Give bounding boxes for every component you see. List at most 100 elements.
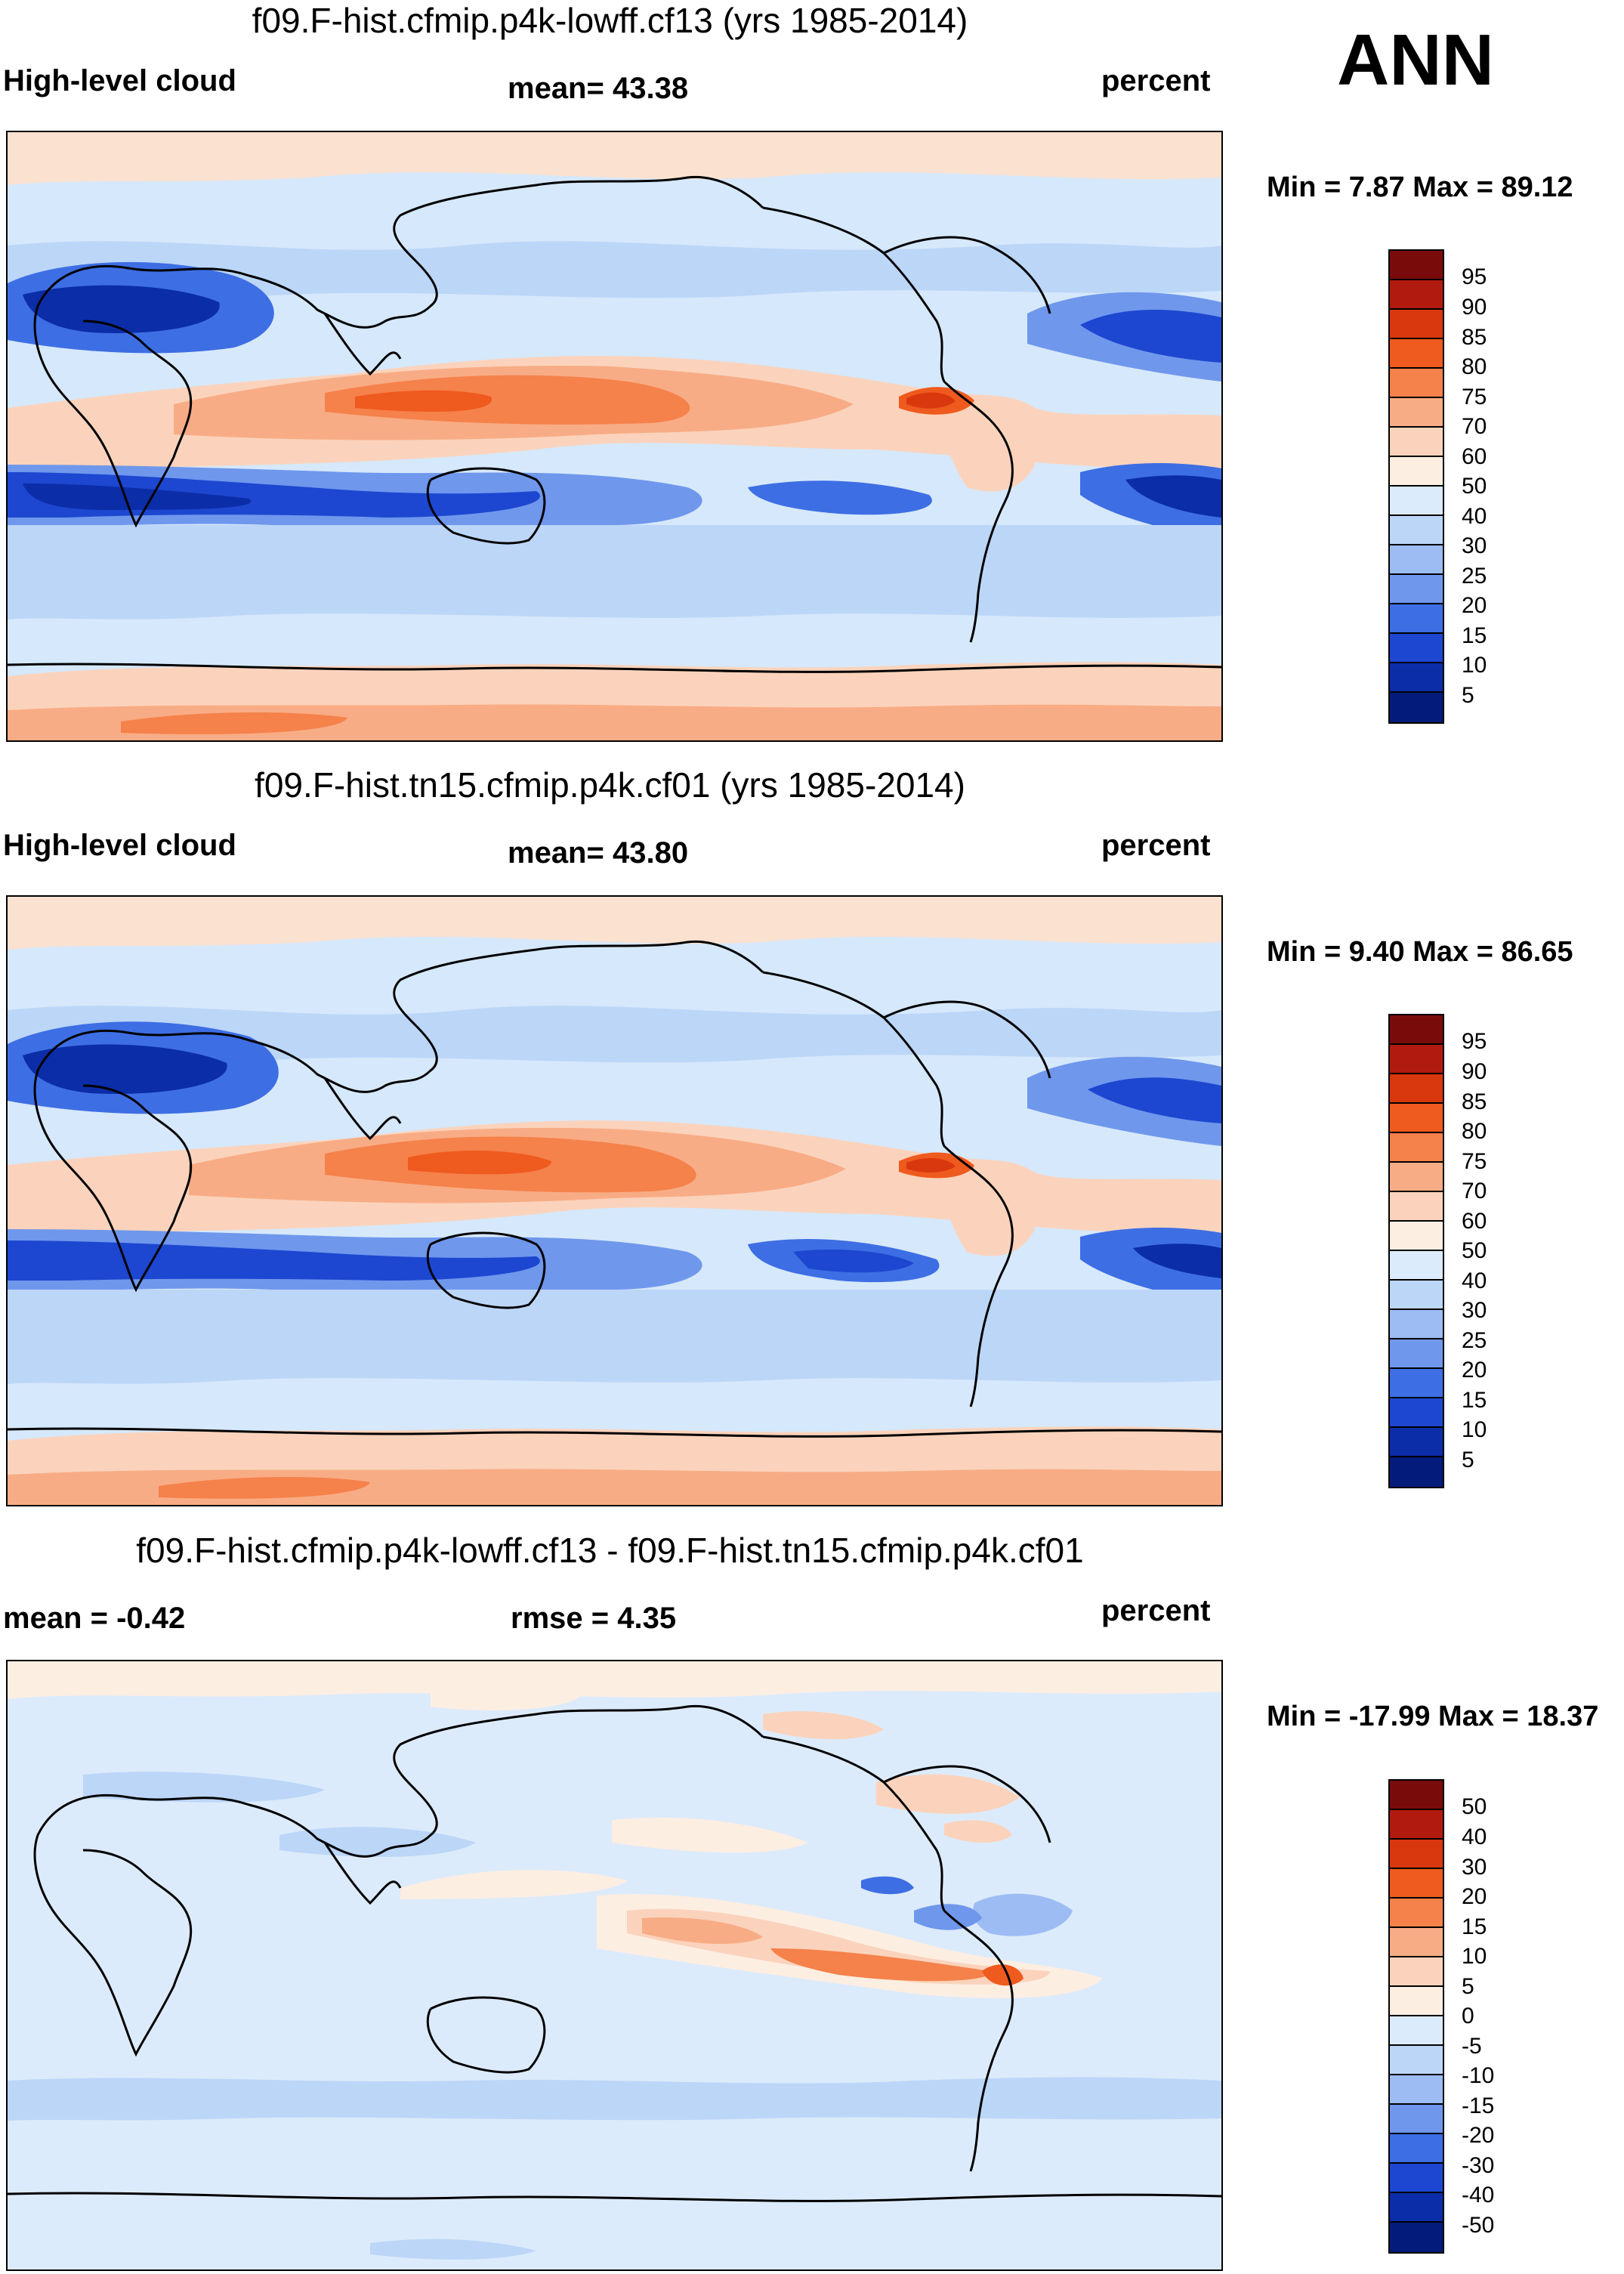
colorbar-swatch	[1390, 1457, 1443, 1487]
panel2-units-label: percent	[1101, 829, 1211, 862]
colorbar-swatch	[1390, 2193, 1443, 2223]
colorbar-swatch	[1390, 693, 1443, 722]
colorbar-swatch	[1390, 1310, 1443, 1339]
colorbar-swatch	[1390, 1398, 1443, 1428]
colorbar-swatch	[1390, 1104, 1443, 1133]
colorbar-tick-label: 30	[1462, 1298, 1487, 1323]
panel1-minmax-label: Min = 7.87 Max = 89.12	[1267, 171, 1573, 203]
colorbar-tick-label: 95	[1462, 264, 1487, 289]
season-label: ANN	[1337, 20, 1494, 100]
panel2-mean-label: mean= 43.80	[508, 836, 689, 870]
colorbar-tick-label: 15	[1462, 1914, 1487, 1939]
colorbar-swatch	[1390, 1281, 1443, 1310]
colorbar-swatch	[1390, 2134, 1443, 2164]
colorbar-swatch	[1390, 1251, 1443, 1281]
colorbar-swatch	[1390, 369, 1443, 398]
colorbar-tick-label: -30	[1462, 2153, 1495, 2178]
colorbar-tick-label: 80	[1462, 1119, 1487, 1144]
colorbar-swatch	[1390, 663, 1443, 693]
colorbar-swatch	[1390, 1163, 1443, 1192]
colorbar-tick-label: 40	[1462, 1268, 1487, 1293]
colorbar-tick-label: 25	[1462, 1328, 1487, 1353]
colorbar-swatch	[1390, 2075, 1443, 2105]
colorbar-tick-label: 75	[1462, 385, 1487, 409]
panel3-units-label: percent	[1101, 1594, 1211, 1627]
colorbar-swatch	[1390, 1369, 1443, 1398]
colorbar-swatch	[1390, 1222, 1443, 1251]
colorbar-swatch	[1390, 2164, 1443, 2193]
colorbar-swatch	[1390, 2105, 1443, 2134]
colorbar-tick-label: 80	[1462, 354, 1487, 379]
colorbar-tick-label: 40	[1462, 1824, 1487, 1849]
panel3-map	[6, 1660, 1223, 2271]
colorbar-swatch	[1390, 545, 1443, 575]
colorbar-tick-label: 95	[1462, 1029, 1487, 1054]
panel1-mean-label: mean= 43.38	[508, 72, 689, 105]
colorbar-swatch	[1390, 1810, 1443, 1840]
colorbar-swatch	[1390, 1899, 1443, 1928]
panel2-colorbar	[1388, 1014, 1444, 1488]
panel3-rmse-label: rmse = 4.35	[511, 1602, 677, 1635]
colorbar-swatch	[1390, 1133, 1443, 1163]
colorbar-tick-label: 15	[1462, 623, 1487, 648]
colorbar-swatch	[1390, 1428, 1443, 1457]
colorbar-swatch	[1390, 339, 1443, 369]
colorbar-tick-label: 5	[1462, 1974, 1474, 1999]
colorbar-swatch	[1390, 280, 1443, 310]
colorbar-tick-label: -50	[1462, 2213, 1495, 2238]
colorbar-swatch	[1390, 2016, 1443, 2046]
colorbar-tick-label: 40	[1462, 504, 1487, 529]
panel2-title: f09.F-hist.tn15.cfmip.p4k.cf01 (yrs 1985…	[255, 765, 965, 805]
colorbar-swatch	[1390, 634, 1443, 663]
colorbar-swatch	[1390, 457, 1443, 487]
panel2-map	[6, 895, 1223, 1506]
colorbar-tick-label: 15	[1462, 1388, 1487, 1413]
colorbar-tick-label: 85	[1462, 325, 1487, 350]
colorbar-swatch	[1390, 1781, 1443, 1810]
colorbar-swatch	[1390, 516, 1443, 545]
colorbar-tick-label: 10	[1462, 1417, 1487, 1442]
colorbar-tick-label: 20	[1462, 593, 1487, 618]
colorbar-swatch	[1390, 1045, 1443, 1074]
colorbar-swatch	[1390, 1957, 1443, 1987]
colorbar-tick-label: 25	[1462, 564, 1487, 589]
colorbar-tick-label: 60	[1462, 444, 1487, 469]
colorbar-tick-label: 90	[1462, 295, 1487, 320]
colorbar-swatch	[1390, 575, 1443, 604]
colorbar-tick-label: 50	[1462, 1794, 1487, 1819]
panel2-variable-label: High-level cloud	[3, 829, 236, 862]
colorbar-tick-label: 70	[1462, 414, 1487, 439]
colorbar-tick-label: 30	[1462, 1855, 1487, 1880]
colorbar-tick-label: 5	[1462, 1448, 1474, 1472]
colorbar-tick-label: -40	[1462, 2183, 1495, 2208]
colorbar-tick-label: 5	[1462, 683, 1474, 708]
colorbar-tick-label: 70	[1462, 1179, 1487, 1203]
panel1-title: f09.F-hist.cfmip.p4k-lowff.cf13 (yrs 198…	[252, 1, 968, 40]
colorbar-swatch	[1390, 251, 1443, 280]
colorbar-tick-label: 10	[1462, 1944, 1487, 1969]
colorbar-swatch	[1390, 1840, 1443, 1869]
colorbar-swatch	[1390, 1987, 1443, 2016]
colorbar-swatch	[1390, 1192, 1443, 1222]
colorbar-tick-label: 90	[1462, 1059, 1487, 1084]
colorbar-swatch	[1390, 1869, 1443, 1899]
panel3-mean-label: mean = -0.42	[3, 1602, 186, 1635]
panel1-units-label: percent	[1101, 64, 1211, 97]
colorbar-tick-label: -20	[1462, 2123, 1495, 2148]
colorbar-tick-label: 10	[1462, 653, 1487, 678]
colorbar-swatch	[1390, 1928, 1443, 1957]
colorbar-tick-label: 20	[1462, 1358, 1487, 1383]
colorbar-swatch	[1390, 1339, 1443, 1369]
panel1-variable-label: High-level cloud	[3, 64, 236, 97]
colorbar-swatch	[1390, 604, 1443, 634]
colorbar-swatch	[1390, 428, 1443, 457]
colorbar-swatch	[1390, 1015, 1443, 1045]
panel2-minmax-label: Min = 9.40 Max = 86.65	[1267, 936, 1573, 968]
colorbar-swatch	[1390, 310, 1443, 339]
colorbar-tick-label: 50	[1462, 474, 1487, 499]
colorbar-tick-label: 0	[1462, 2004, 1474, 2028]
panel3-minmax-label: Min = -17.99 Max = 18.37	[1267, 1701, 1599, 1732]
panel1-colorbar	[1388, 249, 1444, 724]
colorbar-tick-label: 60	[1462, 1209, 1487, 1234]
colorbar-tick-label: 85	[1462, 1089, 1487, 1114]
